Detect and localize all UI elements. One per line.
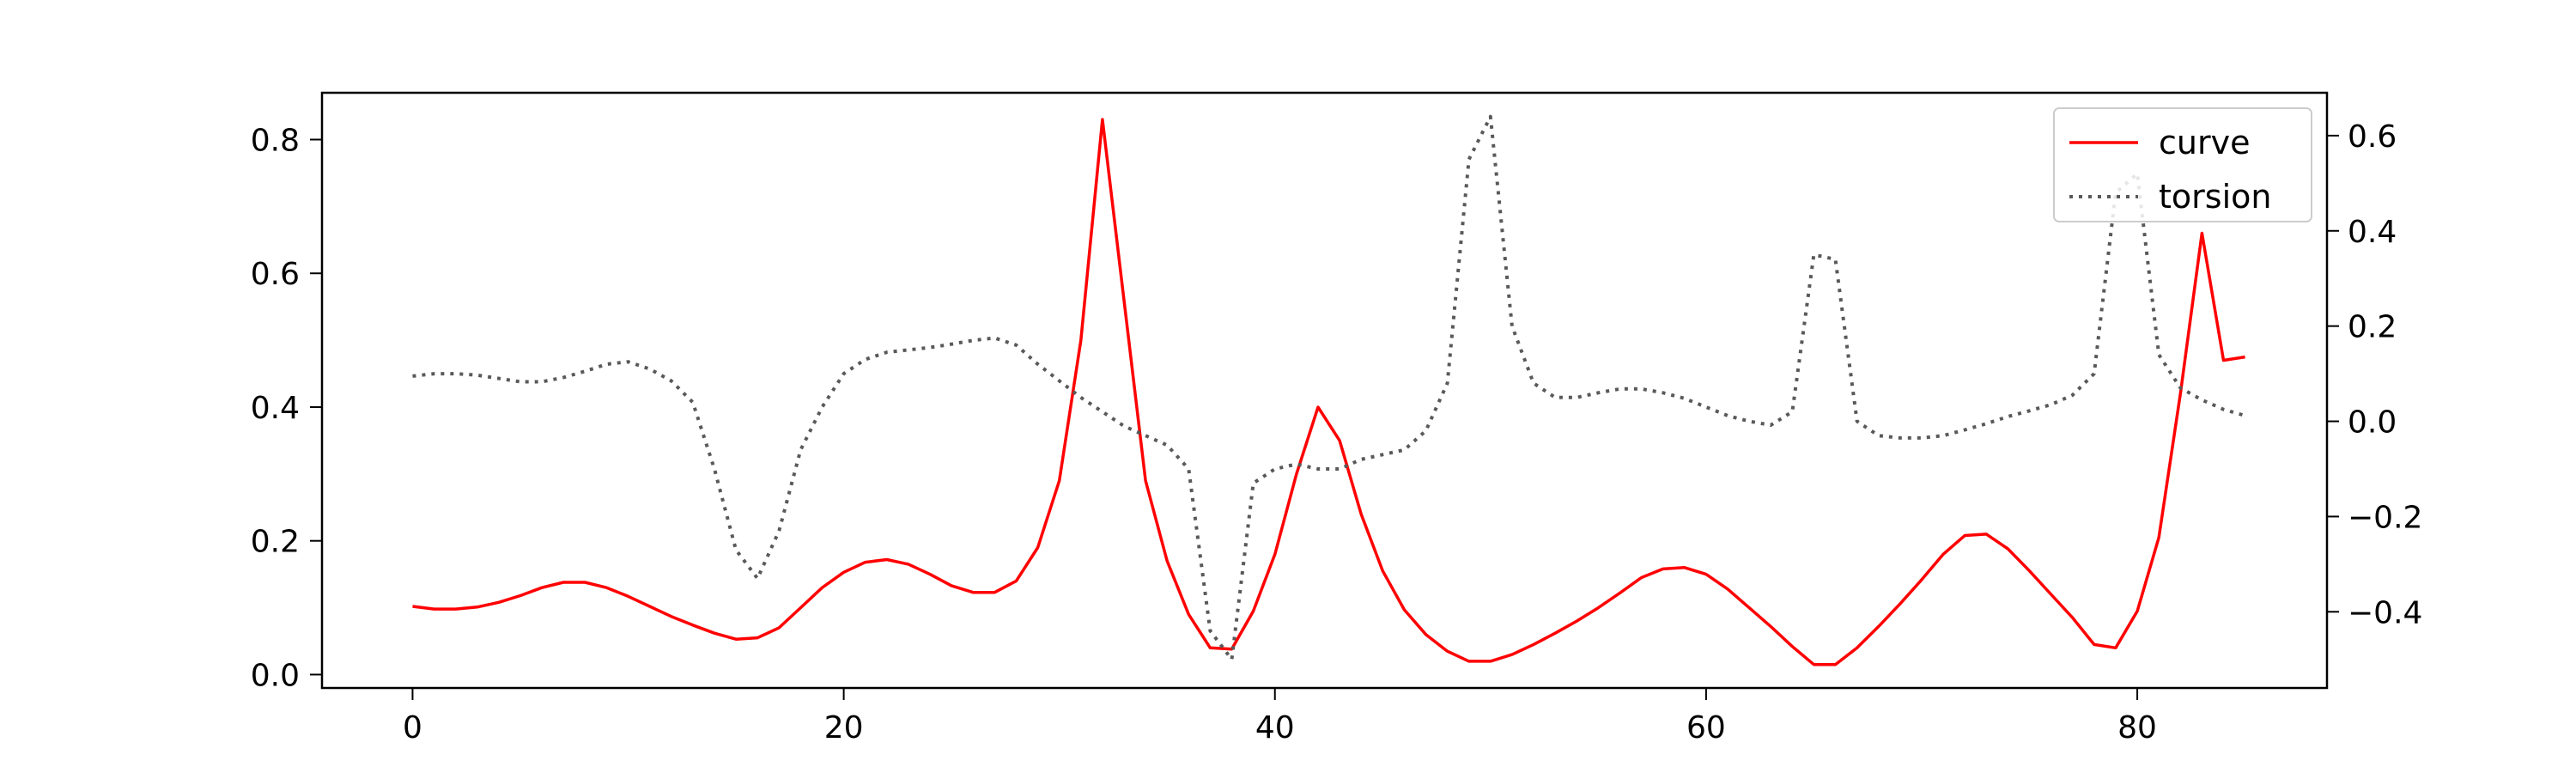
y-tick-label: 0.0 [251, 658, 300, 693]
x-tick-label: 60 [1686, 710, 1726, 746]
legend: curve torsion [2053, 107, 2312, 222]
series-line-curve [412, 118, 2245, 666]
series-layer [412, 114, 2246, 666]
y-tick-label: 0.2 [251, 525, 300, 560]
x-axis: 0 20 40 60 80 [403, 688, 2157, 746]
y-tick-label: 0.4 [251, 391, 300, 426]
y2-tick-label: 0.0 [2348, 405, 2397, 441]
y2-tick-label: 0.2 [2348, 310, 2397, 345]
legend-box [2053, 107, 2312, 222]
y2-tick-label: 0.6 [2348, 119, 2397, 155]
y-tick-label: 0.8 [251, 124, 300, 159]
y2-tick-label: −0.4 [2348, 595, 2422, 630]
x-tick-label: 80 [2117, 710, 2157, 746]
plot-frame [320, 91, 2329, 690]
legend-label-curve: curve [2159, 124, 2250, 161]
plot-area [322, 93, 2327, 688]
x-tick-label: 0 [403, 710, 422, 746]
series-line-torsion [412, 114, 2246, 661]
left-y-axis: 0.0 0.2 0.4 0.6 0.8 [251, 124, 322, 693]
y2-tick-label: −0.2 [2348, 500, 2422, 535]
x-tick-label: 40 [1255, 710, 1295, 746]
y-tick-label: 0.6 [251, 257, 300, 292]
y2-tick-label: 0.4 [2348, 215, 2397, 250]
x-tick-label: 20 [824, 710, 864, 746]
right-y-axis: −0.4 −0.2 0.0 0.2 0.4 0.6 [2327, 119, 2422, 630]
legend-label-torsion: torsion [2159, 178, 2271, 216]
